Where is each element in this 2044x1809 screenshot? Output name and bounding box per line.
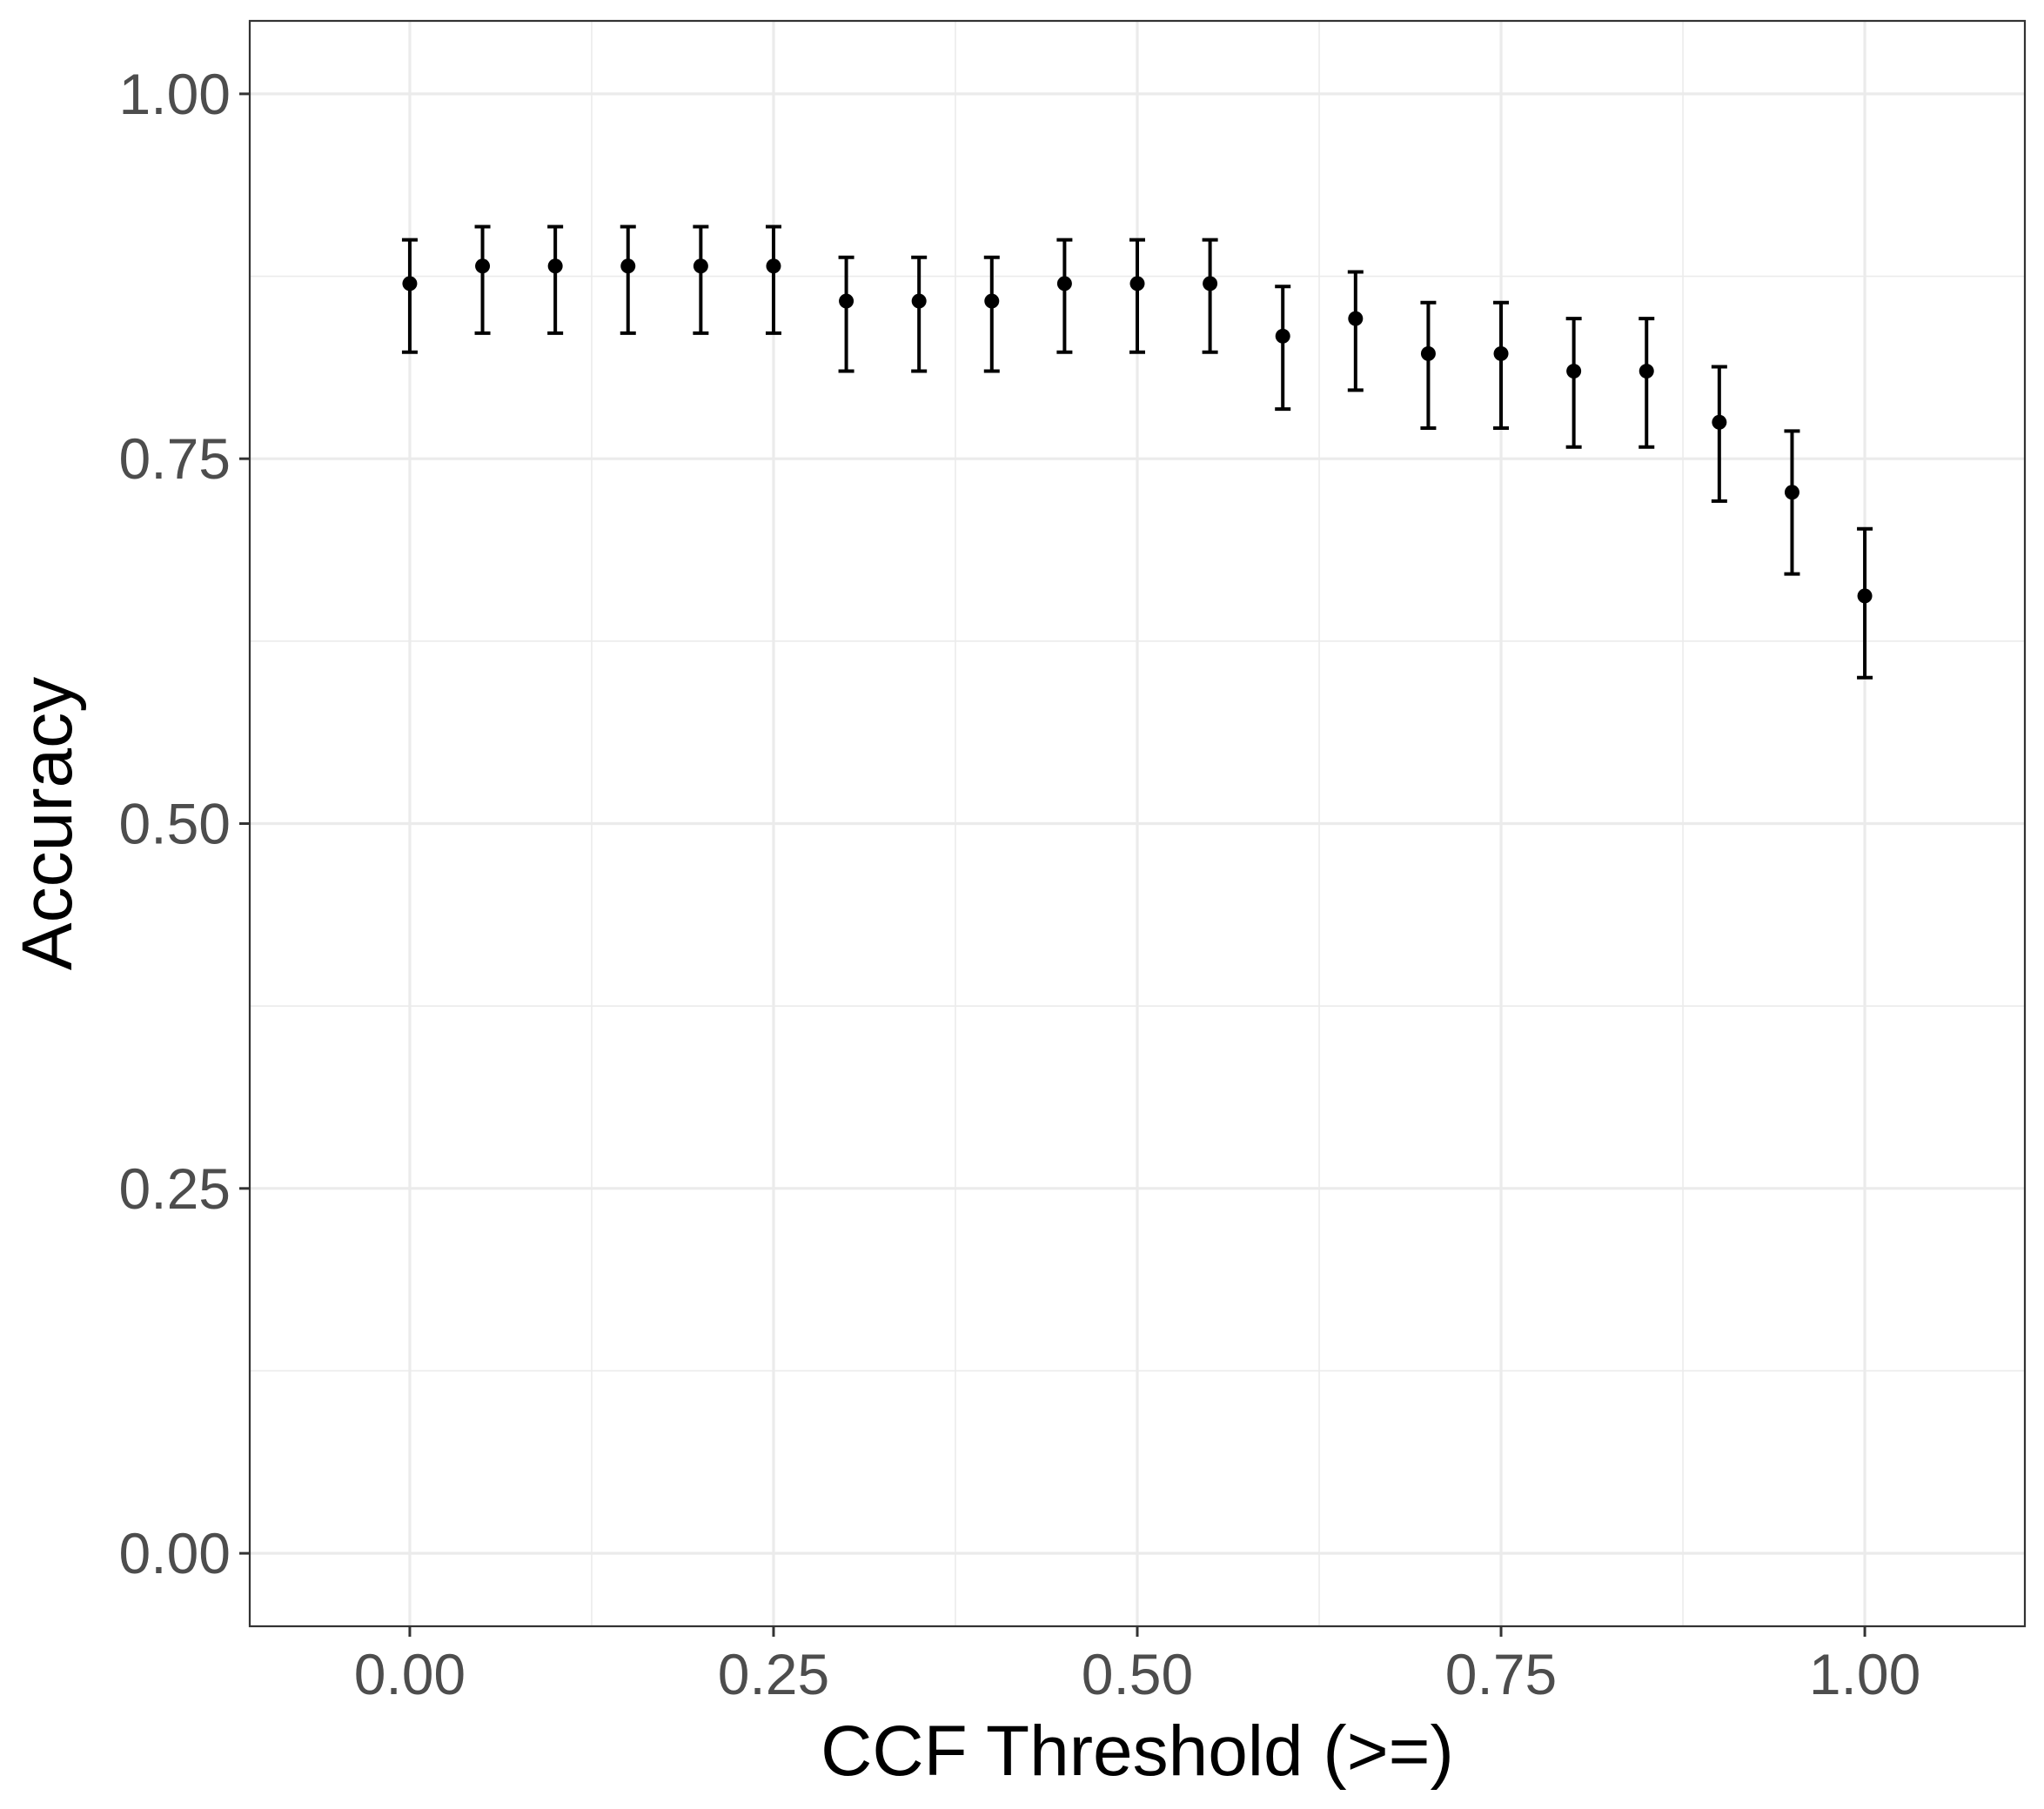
data-point — [1857, 588, 1873, 604]
y-tick-label: 0.00 — [119, 1521, 231, 1585]
error-bar — [983, 255, 1000, 373]
error-bar — [1639, 317, 1655, 449]
data-point — [1639, 364, 1654, 379]
y-tick-label: 0.50 — [119, 792, 231, 856]
x-axis-ticks: 0.00 0.25 0.50 0.75 1.00 — [354, 1626, 1920, 1706]
error-bar — [693, 224, 709, 335]
x-tick-label: 0.25 — [718, 1642, 829, 1706]
error-bar — [547, 224, 564, 335]
error-bar — [474, 224, 491, 335]
y-tick-label: 1.00 — [119, 62, 231, 126]
data-point — [766, 258, 781, 274]
x-axis-title: CCF Threshold (>=) — [821, 1712, 1454, 1791]
data-point — [1493, 345, 1509, 361]
data-point — [1056, 276, 1072, 291]
data-point — [1712, 414, 1727, 430]
data-point — [1275, 328, 1290, 344]
error-bar — [1565, 317, 1582, 449]
data-point — [620, 258, 636, 274]
y-axis-ticks: 0.00 0.25 0.50 0.75 1.00 — [119, 62, 250, 1585]
data-point — [984, 293, 1000, 309]
error-bar — [838, 255, 854, 373]
error-bar — [1202, 238, 1218, 354]
error-bar — [1493, 300, 1510, 430]
error-bar — [1056, 238, 1073, 354]
x-tick-label: 0.50 — [1082, 1642, 1193, 1706]
error-bars — [401, 224, 1873, 680]
data-point — [402, 276, 418, 291]
error-bar — [1347, 270, 1364, 392]
error-bar — [765, 224, 781, 335]
error-bar — [1129, 238, 1145, 354]
data-point — [1203, 276, 1218, 291]
error-bar — [911, 255, 928, 373]
error-bar — [1275, 285, 1291, 412]
data-point — [1420, 345, 1436, 361]
error-bar — [1420, 300, 1437, 430]
data-point — [1129, 276, 1145, 291]
x-tick-label: 0.00 — [354, 1642, 466, 1706]
y-tick-label: 0.75 — [119, 426, 231, 491]
data-points — [402, 258, 1873, 604]
error-bar — [1711, 365, 1727, 503]
y-axis-title: Accuracy — [8, 677, 87, 970]
error-bar — [1784, 429, 1800, 576]
x-tick-label: 0.75 — [1445, 1642, 1557, 1706]
data-point — [547, 258, 563, 274]
data-point — [1348, 311, 1364, 326]
x-tick-label: 1.00 — [1809, 1642, 1920, 1706]
data-point — [911, 293, 927, 309]
data-point — [693, 258, 708, 274]
data-point — [1784, 485, 1799, 500]
data-point — [839, 293, 854, 309]
y-tick-label: 0.25 — [119, 1156, 231, 1221]
data-point — [475, 258, 491, 274]
data-point — [1566, 364, 1582, 379]
error-bar — [620, 224, 636, 335]
error-bar — [401, 238, 418, 354]
